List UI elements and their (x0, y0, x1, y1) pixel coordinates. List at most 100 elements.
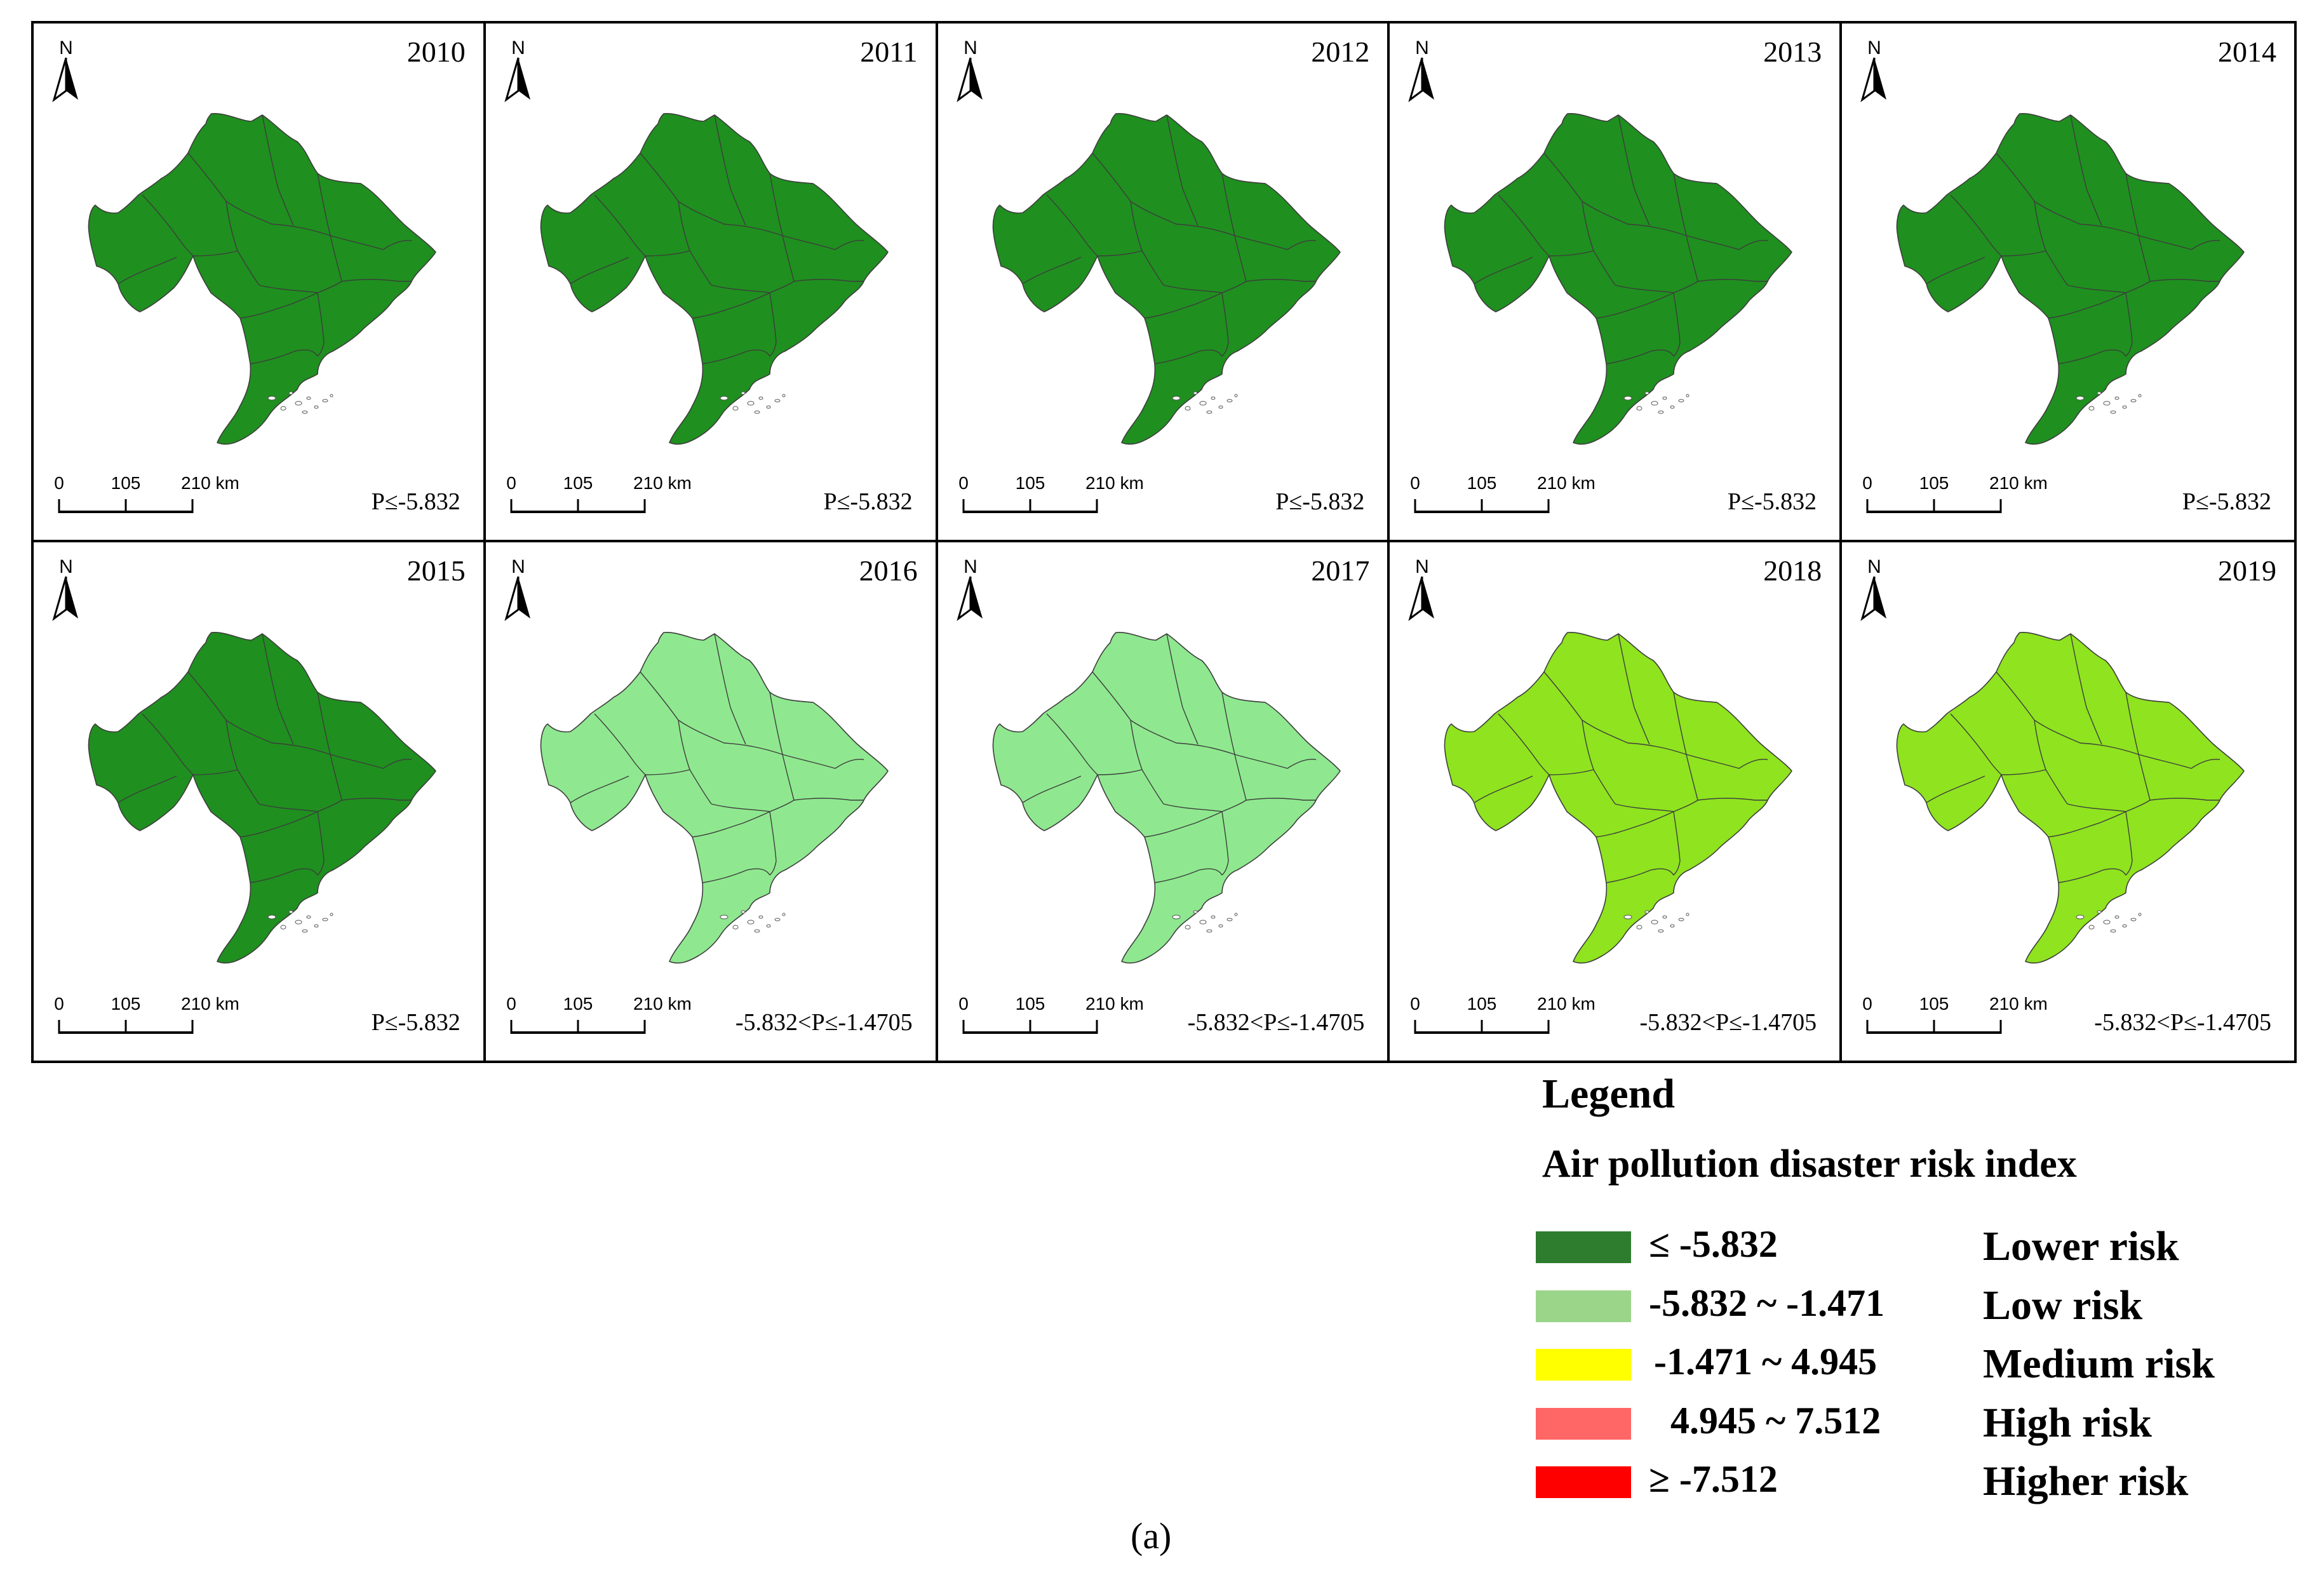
province-map (1444, 113, 1793, 445)
scale-tick-label: 0 (506, 473, 516, 493)
scale-tick-label: 210 km (181, 994, 239, 1014)
north-arrow-icon: N (956, 556, 983, 621)
map-panel-2014: 2014 N 0 105 210 km P≤-5.832 (1842, 23, 2294, 542)
map-panel-2019: 2019 N 0 105 210 km -5.832<P≤-1.4705 (1842, 542, 2294, 1061)
north-arrow-icon: N (52, 556, 78, 621)
legend-range: 4.945 ~ 7.512 (1670, 1400, 1881, 1442)
map-panel-2012: 2012 N 0 105 210 km P≤-5.832 (937, 23, 1390, 542)
province-map (992, 113, 1341, 445)
scale-tick-label: 105 (1467, 994, 1497, 1014)
legend-title: Legend (1542, 1071, 1676, 1117)
province-shape (88, 631, 436, 963)
map-panel-2016: 2016 N 0 105 210 km -5.832<P≤-1.4705 (486, 542, 938, 1061)
risk-value-label: P≤-5.832 (1275, 488, 1365, 515)
scale-tick-label: 105 (563, 994, 593, 1014)
panel-year: 2017 (1311, 554, 1370, 587)
scale-tick-label: 210 km (181, 473, 239, 493)
scale-tick-label: 210 km (633, 473, 692, 493)
legend-range: -5.832 ~ -1.471 (1649, 1282, 1885, 1324)
legend-label: Low risk (1983, 1282, 2143, 1329)
panel-year: 2013 (1763, 36, 1822, 68)
scale-bar: 0 105 210 km (506, 994, 692, 1034)
risk-value-label: P≤-5.832 (2182, 488, 2271, 515)
panel-year: 2014 (2217, 36, 2276, 68)
north-label: N (59, 556, 73, 577)
map-panel-2018: 2018 N 0 105 210 km -5.832<P≤-1.4705 (1390, 542, 1843, 1061)
north-arrow-icon: N (1408, 37, 1435, 102)
legend-range: -1.471 ~ 4.945 (1654, 1341, 1877, 1383)
legend-swatch (1536, 1349, 1631, 1381)
north-arrow-icon: N (1408, 556, 1435, 621)
panel-year: 2018 (1763, 554, 1822, 587)
province-shape (540, 631, 889, 963)
north-arrow-icon: N (1860, 556, 1887, 621)
risk-value-label: P≤-5.832 (1728, 488, 1817, 515)
legend-item: -5.832 ~ -1.471 Low risk (1536, 1282, 2317, 1329)
province-map (540, 631, 889, 963)
province-shape (1896, 113, 2245, 445)
scale-tick-label: 0 (958, 473, 969, 493)
panel-year: 2010 (406, 36, 466, 68)
scale-tick-label: 210 km (1537, 994, 1595, 1014)
scale-tick-label: 0 (506, 994, 516, 1014)
province-shape (992, 113, 1341, 445)
legend-label: Lower risk (1983, 1223, 2179, 1269)
map-panel-2017: 2017 N 0 105 210 km -5.832<P≤-1.4705 (938, 542, 1390, 1061)
scale-bar: 0 105 210 km (54, 994, 239, 1034)
panel-year: 2011 (860, 36, 918, 68)
risk-value-label: -5.832<P≤-1.4705 (1639, 1009, 1817, 1036)
scale-tick-label: 210 km (633, 994, 692, 1014)
province-shape (1444, 631, 1793, 963)
legend-swatch (1536, 1290, 1631, 1322)
province-map (1896, 113, 2245, 445)
risk-value-label: P≤-5.832 (371, 1009, 460, 1036)
north-arrow-icon: N (956, 37, 983, 102)
north-label: N (511, 37, 525, 58)
scale-tick-label: 105 (1015, 994, 1045, 1014)
scale-tick-label: 0 (1411, 473, 1421, 493)
scale-tick-label: 105 (111, 473, 141, 493)
province-shape (1444, 113, 1793, 445)
legend-label: Medium risk (1983, 1341, 2215, 1387)
scale-tick-label: 0 (54, 994, 64, 1014)
north-label: N (1416, 37, 1430, 58)
province-shape (992, 631, 1341, 963)
province-shape (88, 113, 436, 445)
north-arrow-icon: N (1860, 37, 1887, 102)
north-label: N (59, 37, 73, 58)
panel-year: 2019 (2217, 554, 2276, 587)
legend-label: Higher risk (1983, 1458, 2189, 1504)
legend-range: ≤ -5.832 (1649, 1223, 1778, 1265)
panel-year: 2012 (1311, 36, 1370, 68)
north-label: N (1867, 37, 1881, 58)
scale-bar: 0 105 210 km (506, 473, 692, 513)
north-arrow-icon: N (504, 556, 530, 621)
province-map (88, 113, 436, 445)
legend-label: High risk (1983, 1400, 2152, 1446)
panel-year: 2015 (406, 554, 466, 587)
legend-swatch (1536, 1408, 1631, 1440)
scale-tick-label: 105 (1919, 994, 1949, 1014)
province-map (992, 631, 1341, 963)
province-shape (1896, 631, 2245, 963)
scale-bar: 0 105 210 km (958, 473, 1143, 513)
province-map (1896, 631, 2245, 963)
scale-tick-label: 105 (1919, 473, 1949, 493)
scale-tick-label: 105 (563, 473, 593, 493)
province-map (88, 631, 436, 963)
scale-tick-label: 0 (1862, 473, 1872, 493)
legend-swatch (1536, 1466, 1631, 1498)
scale-bar: 0 105 210 km (54, 473, 239, 513)
legend-subtitle: Air pollution disaster risk index (1542, 1142, 2077, 1186)
province-map (540, 113, 889, 445)
legend-range: ≥ -7.512 (1649, 1458, 1778, 1500)
scale-bar: 0 105 210 km (1411, 994, 1595, 1034)
north-label: N (964, 37, 977, 58)
map-panel-2013: 2013 N 0 105 210 km P≤-5.832 (1390, 23, 1843, 542)
risk-value-label: -5.832<P≤-1.4705 (2094, 1009, 2271, 1036)
scale-tick-label: 105 (1467, 473, 1497, 493)
north-arrow-icon: N (52, 37, 78, 102)
north-label: N (1416, 556, 1430, 577)
legend-item: -1.471 ~ 4.945 Medium risk (1536, 1340, 2317, 1387)
scale-tick-label: 0 (958, 994, 969, 1014)
